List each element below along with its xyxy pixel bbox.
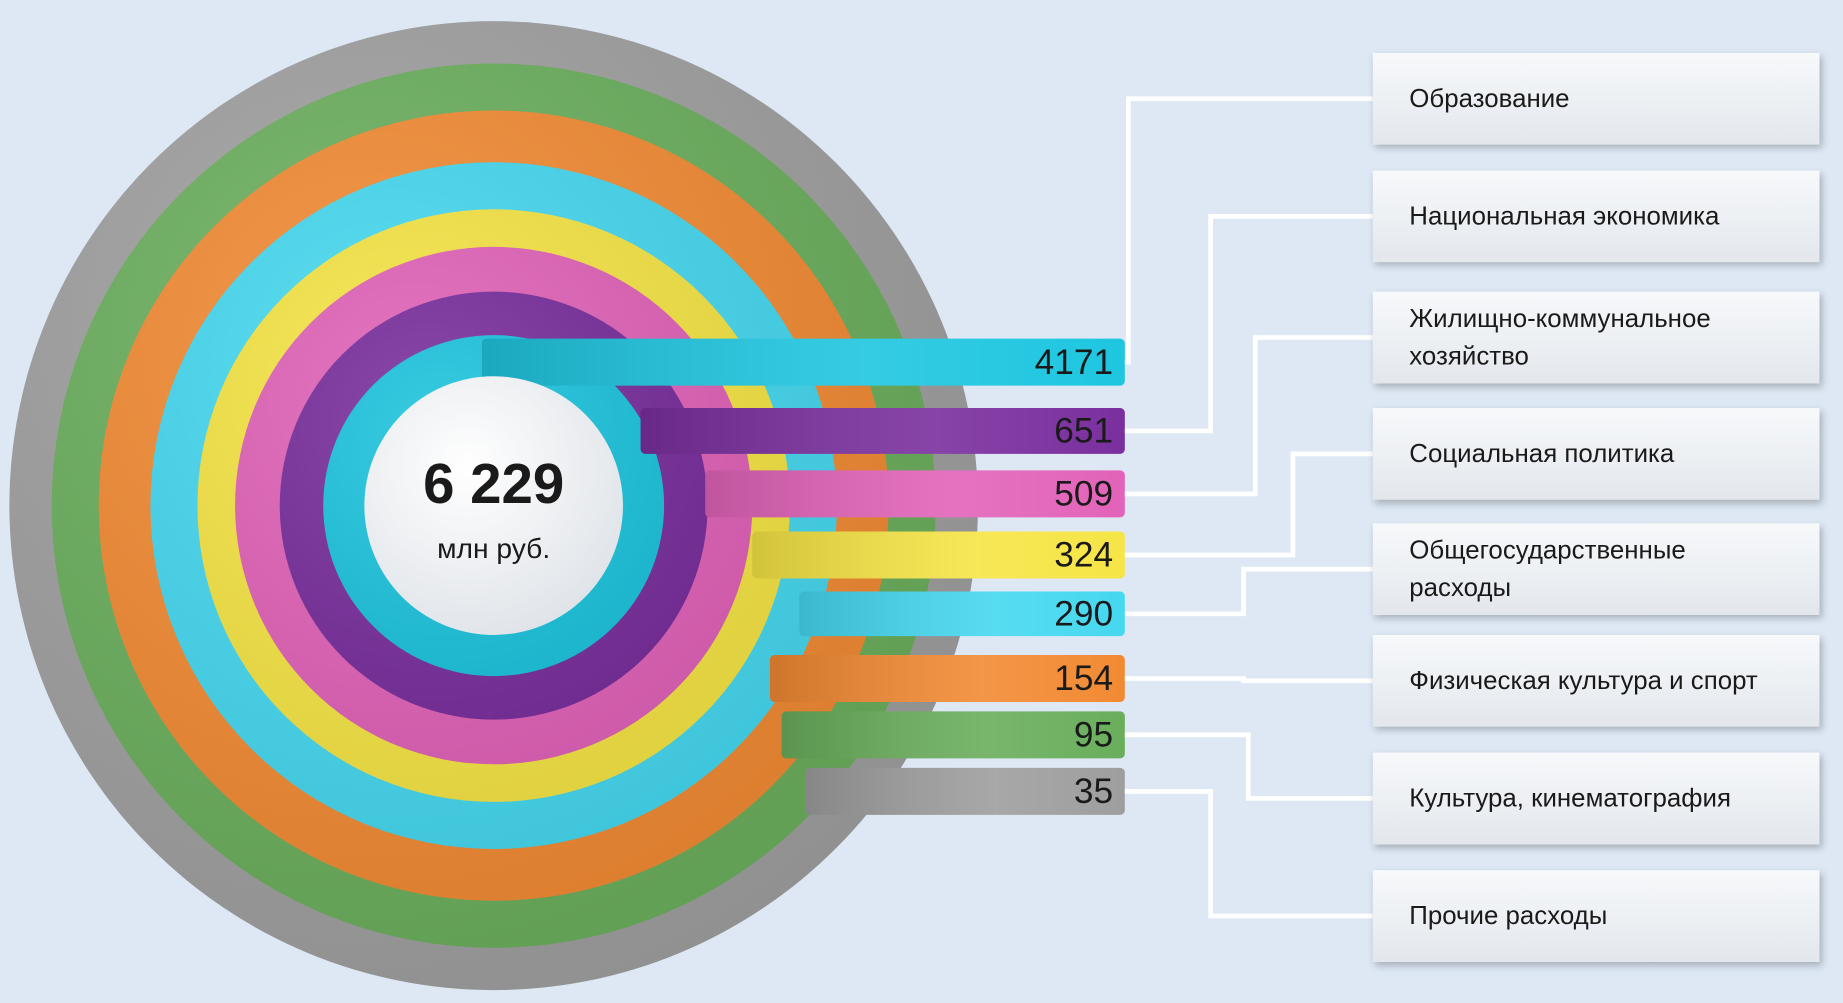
bar-shade bbox=[481, 338, 1125, 386]
value-label: 509 bbox=[1054, 475, 1113, 514]
category-label: Национальная экономика bbox=[1409, 201, 1720, 231]
category-label: Жилищно-коммунальное хозяйство bbox=[1409, 303, 1711, 371]
bar-shade bbox=[769, 654, 1125, 702]
connector bbox=[1124, 335, 1373, 497]
category-box: Прочие расходы bbox=[1372, 870, 1820, 962]
bars: 4171 651 509 324 290 154 95 35 bbox=[481, 338, 1125, 815]
bar-shade bbox=[781, 711, 1125, 759]
connectors bbox=[1124, 96, 1373, 919]
center-circle bbox=[364, 376, 623, 635]
value-label: 154 bbox=[1054, 659, 1113, 698]
connector bbox=[1124, 566, 1373, 617]
bar-shade bbox=[805, 767, 1125, 815]
value-label: 35 bbox=[1074, 772, 1113, 811]
category-label: Общегосударственные расходы bbox=[1409, 535, 1686, 603]
category-label: Физическая культура и спорт bbox=[1409, 665, 1758, 695]
value-label: 290 bbox=[1054, 594, 1113, 633]
total: 6 229 bbox=[423, 452, 564, 515]
bar-shade bbox=[705, 470, 1125, 518]
category-box: Общегосударственные расходы bbox=[1372, 523, 1820, 615]
category-box: Физическая культура и спорт bbox=[1372, 634, 1820, 727]
connector bbox=[1124, 451, 1373, 558]
connector bbox=[1124, 788, 1373, 919]
value-label: 95 bbox=[1074, 716, 1113, 755]
category-label: Культура, кинематография bbox=[1409, 783, 1732, 813]
connector bbox=[1124, 676, 1373, 684]
category-box: Жилищно-коммунальное хозяйство bbox=[1372, 291, 1820, 384]
category-box: Образование bbox=[1372, 52, 1820, 145]
category-label: Прочие расходы bbox=[1409, 900, 1608, 931]
connector bbox=[1124, 732, 1373, 801]
connector bbox=[1124, 214, 1373, 434]
category-box: Социальная политика bbox=[1372, 408, 1820, 500]
value-label: 651 bbox=[1054, 412, 1113, 451]
connector bbox=[1124, 96, 1373, 365]
bar-shade bbox=[752, 531, 1125, 579]
bar-shade bbox=[799, 591, 1125, 637]
category-label: Образование bbox=[1409, 83, 1570, 113]
bar-shade bbox=[640, 408, 1125, 454]
value-label: 4171 bbox=[1035, 343, 1113, 382]
total-unit: млн руб. bbox=[437, 532, 550, 564]
category-box: Национальная экономика bbox=[1372, 170, 1820, 263]
value-label: 324 bbox=[1054, 536, 1113, 575]
category-label: Социальная политика bbox=[1409, 438, 1675, 468]
category-box: Культура, кинематография bbox=[1372, 752, 1820, 845]
